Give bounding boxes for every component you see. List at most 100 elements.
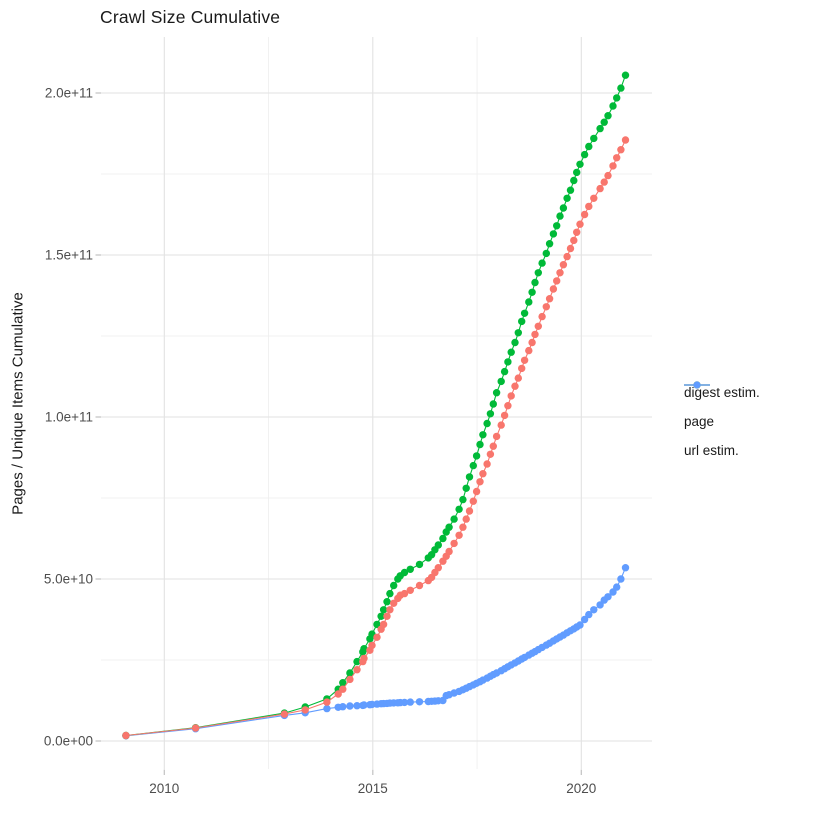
digest-estim--point — [406, 586, 414, 594]
legend-item-url-estim-: url estim. — [684, 381, 760, 465]
page-point — [570, 176, 578, 185]
url-estim--point — [576, 621, 584, 629]
page-point — [545, 240, 554, 248]
digest-estim--point — [445, 547, 453, 556]
page-point — [450, 515, 458, 523]
page-point — [439, 534, 447, 543]
page-point — [525, 298, 533, 306]
y-tick-label: 1.0e+11 — [45, 410, 93, 425]
page-point — [415, 560, 424, 569]
page-point — [542, 249, 550, 258]
page-point — [563, 194, 571, 202]
digest-estim--point — [596, 184, 604, 193]
digest-estim--point — [486, 450, 495, 458]
digest-estim--point — [545, 295, 554, 303]
page-point — [497, 377, 505, 386]
page-point — [406, 565, 414, 573]
page-point — [538, 259, 546, 267]
legend-key-icon — [684, 381, 710, 389]
url-estim--point — [346, 702, 354, 710]
digest-estim--point — [580, 210, 589, 219]
legend-label: digest estim. — [684, 385, 760, 400]
page-point — [600, 118, 608, 126]
x-tick-label: 2020 — [566, 781, 596, 796]
page-point — [434, 541, 442, 549]
digest-estim--point — [415, 581, 424, 590]
digest-estim--point — [573, 228, 581, 236]
digest-estim--point — [518, 364, 526, 373]
page-point — [507, 348, 515, 356]
digest-estim--point — [525, 346, 533, 355]
digest-estim--point — [450, 539, 458, 548]
page-point — [469, 461, 477, 470]
digest-estim--point — [383, 612, 391, 620]
digest-estim--point — [621, 136, 630, 144]
page-point — [360, 645, 368, 653]
page-point — [613, 94, 621, 102]
digest-estim--point — [520, 356, 529, 364]
page-point — [514, 329, 522, 337]
digest-estim--point — [459, 523, 467, 531]
page-point — [390, 581, 398, 590]
digest-estim--point — [613, 154, 621, 162]
url-estim--point — [585, 610, 593, 619]
url-estim--point — [415, 698, 424, 706]
page-point — [534, 269, 542, 277]
digest-estim--point — [570, 236, 578, 245]
y-tick-label: 0.0e+00 — [44, 734, 93, 749]
url-estim--point — [604, 593, 612, 601]
page-point — [353, 657, 361, 666]
url-estim--point — [621, 564, 630, 572]
digest-estim--point — [534, 322, 542, 330]
digest-estim--point — [549, 285, 558, 293]
digest-estim--point — [590, 194, 598, 202]
url-estim--point — [617, 575, 625, 583]
page-point — [483, 419, 491, 428]
page-point — [400, 568, 409, 577]
digest-estim--point — [379, 620, 388, 629]
page-point — [590, 134, 598, 143]
url-estim--line — [125, 567, 627, 737]
page-point — [596, 124, 604, 133]
digest-estim--point — [339, 685, 347, 693]
digest-estim--point — [323, 698, 331, 706]
digest-estim--point — [360, 654, 368, 663]
page-point — [346, 669, 354, 677]
page-point — [339, 679, 347, 687]
page-point — [459, 495, 467, 504]
digest-estim--point — [191, 724, 200, 732]
y-axis-title: Pages / Unique Items Cumulative — [9, 292, 27, 515]
digest-estim--point — [538, 312, 546, 321]
digest-estim--point — [434, 564, 442, 572]
url-estim--point — [339, 703, 347, 711]
page-point — [455, 505, 463, 513]
digest-estim--point — [500, 411, 509, 420]
page-point — [511, 338, 519, 347]
y-tick-label: 5.0e+10 — [44, 572, 93, 587]
page-point — [492, 389, 501, 397]
digest-estim--point — [556, 269, 564, 277]
url-estim--point — [613, 583, 621, 591]
page-point — [531, 278, 539, 287]
digest-estim--point — [462, 515, 470, 523]
digest-estim--point — [301, 706, 309, 714]
digest-estim--point — [514, 374, 522, 382]
digest-estim--point — [390, 599, 398, 607]
legend-item-page: page — [684, 381, 760, 436]
digest-estim--point — [483, 460, 491, 468]
digest-estim--point — [576, 220, 584, 228]
page-point — [576, 160, 584, 168]
legend: digest estim. page url estim. — [684, 378, 760, 465]
digest-estim--point — [609, 162, 617, 170]
url-estim--point — [596, 601, 604, 609]
url-estim--point — [323, 704, 331, 713]
page-point — [520, 309, 529, 317]
digest-estim--point — [386, 606, 394, 614]
page-point — [383, 598, 391, 606]
page-point — [377, 612, 385, 620]
digest-estim--point — [585, 202, 593, 211]
url-estim--point — [406, 698, 414, 706]
digest-estim--point — [604, 171, 612, 180]
url-estim--point — [353, 702, 361, 710]
